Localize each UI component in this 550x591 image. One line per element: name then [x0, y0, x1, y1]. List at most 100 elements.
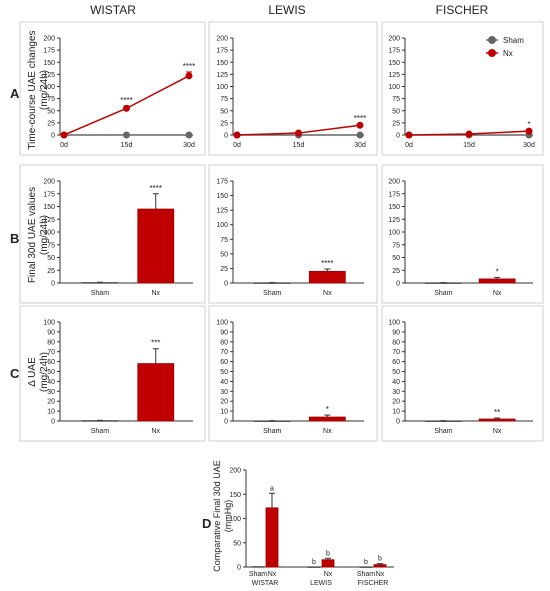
panel-b-wistar-y-tick-label: 75 — [47, 242, 55, 249]
panel-c-fischer-x-tick-label: Sham — [434, 428, 452, 435]
row-b-ylabel-line2: (mg/24h) — [39, 215, 50, 255]
panel-b-wistar-y-tick-label: 175 — [43, 191, 55, 198]
column-header-fischer: FISCHER — [436, 3, 489, 17]
panel-b-lewis-y-tick-label: 125 — [216, 208, 228, 215]
legend-sham-label: Sham — [503, 36, 524, 45]
panel-b-fischer-y-tick-label: 100 — [388, 230, 400, 237]
panel-a-lewis-y-tick-label: 150 — [216, 60, 228, 67]
panel-c-lewis-y-tick-label: 0 — [224, 419, 228, 426]
legend: Sham Nx — [486, 36, 524, 58]
panel-a-fischer: 0 25 50 75 100 125 150 175 200 0d 15d 30d * — [381, 21, 544, 156]
panel-a-wistar-y-tick-label: 200 — [43, 36, 55, 43]
panel-b-lewis-y-tick-label: 150 — [216, 193, 228, 200]
panel-d-group-label: LEWIS — [310, 580, 332, 587]
panel-c-lewis-y-tick-label: 80 — [220, 339, 228, 346]
panel-b-wistar-y-tick-label: 200 — [43, 179, 55, 186]
panel-b-fischer-frame — [381, 164, 544, 304]
panel-d: 0 50 100 150 200 Sham a Nx b b Nx b Sham b Nx WISTAR LEW… — [229, 468, 394, 587]
panel-a-wistar-sham-point — [185, 131, 193, 139]
panel-a-lewis-y-tick-label: 100 — [216, 84, 228, 91]
panel-c-lewis-y-tick-label: 100 — [216, 320, 228, 327]
panel-b-wistar-y-tick-label: 100 — [43, 230, 55, 237]
panel-b-fischer-x-tick-label: Nx — [493, 290, 502, 297]
panel-a-wistar-nx-point — [185, 72, 193, 80]
panel-b-wistar-y-tick-label: 50 — [47, 255, 55, 262]
panel-b-fischer-y-tick-label: 125 — [388, 217, 400, 224]
panel-a-lewis-y-tick-label: 200 — [216, 36, 228, 43]
panel-c-lewis-y-tick-label: 10 — [220, 409, 228, 416]
panel-d-group-label: WISTAR — [252, 580, 279, 587]
panel-a-fischer-x-tick-label: 15d — [463, 142, 475, 149]
panel-b-lewis-x-tick-label: Sham — [263, 290, 281, 297]
panel-c-wistar-y-tick-label: 0 — [51, 419, 55, 426]
column-header-lewis: LEWIS — [268, 3, 305, 17]
panel-c-lewis-y-tick-label: 60 — [220, 359, 228, 366]
panel-b-fischer-y-tick-label: 50 — [392, 255, 400, 262]
panel-a-lewis-x-tick-label: 30d — [354, 142, 366, 149]
panel-a-wistar-frame — [19, 21, 206, 156]
panel-a-wistar-y-tick-label: 175 — [43, 48, 55, 55]
panel-a-fischer-y-tick-label: 25 — [392, 120, 400, 127]
panel-c-lewis-y-tick-label: 70 — [220, 349, 228, 356]
panel-a-wistar-y-tick-label: 50 — [47, 108, 55, 115]
panel-b-wistar-frame — [19, 164, 206, 304]
panel-b-fischer-y-tick-label: 200 — [388, 179, 400, 186]
panel-a-wistar-sham-point — [123, 131, 130, 139]
panel-b-wistar-y-tick-label: 25 — [47, 268, 55, 275]
panel-c-wistar-y-tick-label: 20 — [47, 399, 55, 406]
panel-d-bar-lewis-nx — [321, 559, 335, 568]
panel-a-fischer-x-tick-label: 0d — [405, 142, 413, 149]
panel-c-fischer-y-tick-label: 80 — [392, 339, 400, 346]
panel-c-fischer-y-tick-label: 70 — [392, 349, 400, 356]
panel-d-y-tick-label: 200 — [229, 468, 241, 475]
panel-c-fischer: 0 10 20 30 40 50 60 70 80 90 100 Sham ** Nx — [381, 305, 544, 442]
panel-b-lewis-y-tick-label: 175 — [216, 179, 228, 186]
panel-a-lewis-x-tick-label: 0d — [233, 142, 241, 149]
panel-a-wistar-x-tick-label: 15d — [121, 142, 133, 149]
panel-c-wistar-y-tick-label: 90 — [47, 329, 55, 336]
panel-d-bar-label: Sham — [249, 571, 267, 578]
panel-c-wistar-bar-nx — [137, 363, 175, 422]
panel-d-y-tick-label: 100 — [229, 516, 241, 523]
panel-a-wistar-y-tick-label: 75 — [47, 96, 55, 103]
panel-a-fischer-x-tick-label: 30d — [523, 142, 535, 149]
panel-c-wistar: 0 10 20 30 40 50 60 70 80 90 100 Sham *** Nx — [19, 305, 206, 442]
panel-b-fischer-y-tick-label: 175 — [388, 191, 400, 198]
column-header-wistar: WISTAR — [90, 3, 136, 17]
panel-c-fischer-significance: ** — [494, 408, 500, 417]
panel-c-fischer-y-tick-label: 60 — [392, 359, 400, 366]
panel-b-fischer-y-tick-label: 0 — [396, 281, 400, 288]
panel-d-letter: a — [270, 485, 274, 492]
row-a-ylabel-line2: (mg/24h) — [39, 70, 50, 110]
row-a-ylabel-line1: Time-course UAE changes — [27, 30, 38, 149]
panel-b-wistar-bar-nx — [137, 208, 175, 284]
panel-a-wistar-y-tick-label: 150 — [43, 60, 55, 67]
panel-c-wistar-x-tick-label: Sham — [91, 428, 109, 435]
panel-b-fischer: 0 25 50 75 100 125 150 175 200 Sham * Nx — [381, 164, 544, 304]
panel-a-wistar: 0 25 50 75 100 125 150 175 200 0d 15d 30d **** **** — [19, 21, 206, 156]
panel-a-lewis: 0 25 50 75 100 125 150 175 200 0d 15d 30d **** — [208, 21, 378, 156]
panel-c-lewis-y-tick-label: 30 — [220, 389, 228, 396]
legend-sham-marker — [488, 36, 496, 44]
panel-a-wistar-y-tick-label: 0 — [51, 133, 55, 140]
panel-d-bar-fischer-sham — [359, 566, 373, 568]
panel-b-lewis-y-tick-label: 50 — [220, 251, 228, 258]
panel-d-y-tick-label: 0 — [237, 565, 241, 572]
panel-b-lewis: 0 25 50 75 100 125 150 175 Sham **** Nx — [208, 164, 378, 304]
panel-a-wistar-y-tick-label: 125 — [43, 72, 55, 79]
panel-a-fischer-y-tick-label: 50 — [392, 108, 400, 115]
panel-d-bar-label: Nx — [376, 571, 385, 578]
panel-a-lewis-nx-point — [356, 121, 364, 129]
panel-d-bar-label: Nx — [324, 571, 333, 578]
panel-a-fischer-y-tick-label: 150 — [388, 60, 400, 67]
panel-d-letter: b — [326, 550, 330, 557]
panel-b-fischer-bar-nx — [478, 278, 516, 284]
panel-d-group-label: FISCHER — [358, 580, 389, 587]
panel-b-lewis-y-tick-label: 100 — [216, 222, 228, 229]
panel-c-wistar-y-tick-label: 30 — [47, 389, 55, 396]
panel-c-fischer-y-tick-label: 50 — [392, 369, 400, 376]
panel-c-lewis-y-tick-label: 50 — [220, 369, 228, 376]
panel-b-wistar-x-tick-label: Sham — [91, 290, 109, 297]
panel-a-fischer-y-tick-label: 0 — [396, 133, 400, 140]
panel-c-fischer-y-tick-label: 0 — [396, 419, 400, 426]
